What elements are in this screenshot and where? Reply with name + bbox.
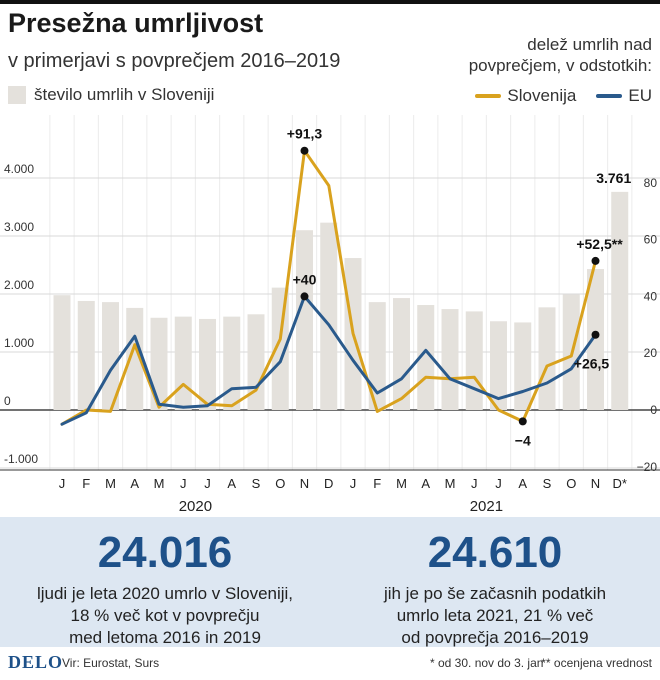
annotation-label: +52,5** — [576, 236, 623, 252]
bar-deaths-slovenia — [368, 302, 386, 410]
footnote-asterisk: * od 30. nov do 3. jan — [430, 656, 544, 670]
bar-deaths-slovenia — [320, 222, 338, 410]
annotation-label: +40 — [293, 271, 317, 287]
stat-2021-text: jih je po še začasnih podatkih umrlo let… — [383, 584, 607, 647]
annotation-dot — [300, 146, 309, 155]
right-note-line1: delež umrlih nad — [527, 35, 652, 54]
annotation-dot — [591, 256, 600, 265]
right-note-line2: povprečjem, v odstotkih: — [468, 56, 652, 75]
stat-2020: 24.016 ljudi je leta 2020 umrlo v Sloven… — [0, 529, 330, 649]
left-tick-label: -1.000 — [4, 452, 38, 466]
bar-deaths-slovenia — [296, 230, 313, 410]
month-label: O — [566, 476, 576, 491]
annotation-label: +91,3 — [287, 126, 323, 142]
bar-deaths-slovenia — [490, 321, 507, 410]
bar-deaths-slovenia — [53, 295, 71, 410]
bar-legend-swatch — [8, 86, 26, 104]
line-slovenija — [60, 149, 597, 426]
stats-panel: 24.016 ljudi je leta 2020 umrlo v Sloven… — [0, 517, 660, 647]
source-note: Vir: Eurostat, Surs — [62, 656, 160, 670]
bar-deaths-slovenia — [441, 309, 459, 410]
footer: DELO Vir: Eurostat, Surs * od 30. nov do… — [0, 650, 660, 680]
bar-deaths-slovenia — [611, 191, 629, 410]
left-tick-label: 1.000 — [4, 336, 34, 350]
month-label: D* — [613, 476, 627, 491]
bar-deaths-slovenia — [126, 307, 144, 410]
chart-title: Presežna umrljivost — [8, 8, 264, 38]
left-tick-label: 2.000 — [4, 278, 34, 292]
right-tick-label: 20 — [644, 346, 658, 360]
right-axis-note: delež umrlih nad povprečjem, v odstotkih… — [469, 34, 652, 76]
stat-2020-value: 24.016 — [97, 528, 233, 577]
right-tick-label: −20 — [637, 460, 658, 474]
bar-deaths-slovenia — [102, 302, 119, 410]
month-label: A — [518, 476, 527, 491]
slovenia-legend-swatch — [475, 94, 502, 98]
month-label: J — [471, 476, 478, 491]
bar-deaths-slovenia — [587, 269, 604, 410]
bar-deaths-slovenia — [223, 316, 241, 410]
month-label: S — [543, 476, 552, 491]
left-tick-label: 4.000 — [4, 162, 34, 176]
bar-legend: število umrlih v Sloveniji — [8, 85, 214, 105]
month-label: F — [373, 476, 381, 491]
bar-deaths-slovenia — [417, 305, 435, 410]
month-label: J — [204, 476, 211, 491]
month-label: M — [396, 476, 407, 491]
month-label: O — [275, 476, 285, 491]
month-label: J — [495, 476, 502, 491]
month-label: A — [421, 476, 430, 491]
bar-deaths-slovenia — [538, 307, 556, 410]
line-eu — [60, 294, 597, 426]
stat-2020-text: ljudi je leta 2020 umrlo v Sloveniji, 18… — [36, 584, 294, 647]
month-label: M — [445, 476, 456, 491]
right-tick-label: 80 — [644, 176, 658, 190]
bar-deaths-slovenia — [77, 300, 95, 410]
annotation-label: 3.761 — [596, 170, 631, 186]
bar-deaths-slovenia — [514, 322, 532, 410]
month-label: S — [252, 476, 261, 491]
right-tick-label: 60 — [644, 233, 658, 247]
stat-2021-value: 24.610 — [427, 528, 563, 577]
eu-legend-swatch — [596, 94, 623, 98]
bar-deaths-slovenia — [174, 316, 192, 410]
month-label: J — [180, 476, 187, 491]
annotation-label: −4 — [515, 432, 531, 448]
bar-deaths-slovenia — [199, 318, 216, 410]
left-tick-label: 3.000 — [4, 220, 34, 234]
chart-area: -1.000 0 1.000 2.000 3.000 4.000 −20 0 20 40 60 80 J… — [0, 115, 660, 515]
month-label: N — [591, 476, 600, 491]
month-label: D — [324, 476, 333, 491]
month-label: A — [130, 476, 139, 491]
bar-deaths-slovenia — [150, 317, 168, 410]
footnote-double-asterisk: ** ocenjena vrednost — [541, 656, 652, 670]
month-label: M — [154, 476, 165, 491]
bar-deaths-slovenia — [271, 287, 289, 410]
right-tick-label: 0 — [650, 403, 657, 417]
bar-deaths-slovenia — [465, 311, 483, 410]
chart-subtitle: v primerjavi s povprečjem 2016–2019 — [8, 50, 341, 72]
annotation-label: +26,5 — [574, 356, 610, 372]
eu-legend-label: EU — [628, 86, 652, 105]
month-label: A — [227, 476, 236, 491]
month-label: N — [300, 476, 309, 491]
year-label: 2021 — [470, 498, 503, 515]
line-legend: Slovenija EU — [475, 86, 652, 106]
slovenia-legend-label: Slovenija — [507, 86, 577, 105]
bar-legend-label: število umrlih v Sloveniji — [34, 85, 215, 104]
delo-logo: DELO — [8, 652, 64, 672]
year-label: 2020 — [179, 498, 212, 515]
right-tick-label: 40 — [644, 289, 658, 303]
month-label: J — [59, 476, 66, 491]
month-label: F — [82, 476, 90, 491]
annotation-dot — [591, 330, 600, 339]
stat-2021: 24.610 jih je po še začasnih podatkih um… — [330, 529, 660, 649]
month-label: J — [350, 476, 357, 491]
top-rule — [0, 0, 660, 4]
annotation-dot — [300, 292, 309, 301]
annotation-dot — [518, 417, 527, 426]
month-label: M — [105, 476, 116, 491]
left-tick-label: 0 — [4, 394, 11, 408]
